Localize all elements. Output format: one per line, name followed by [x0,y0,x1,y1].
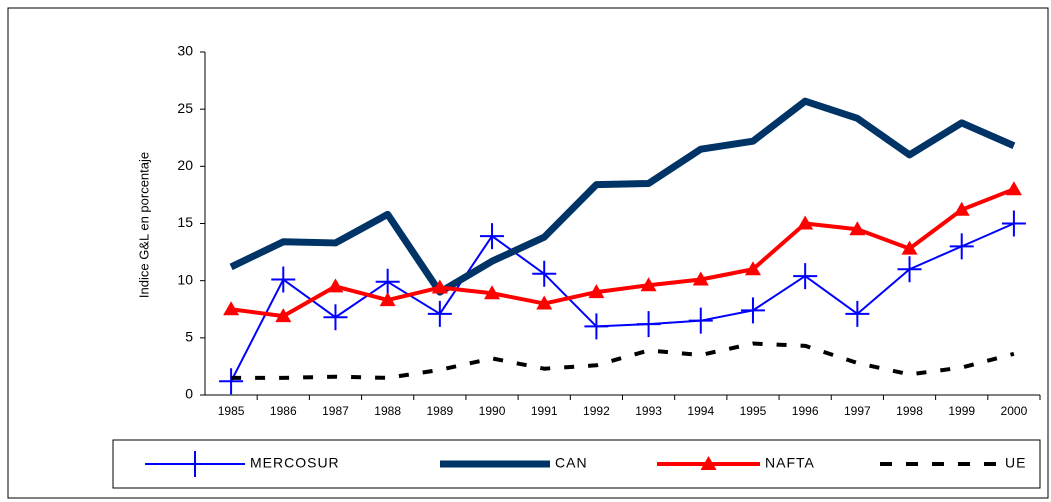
x-tick-label: 1996 [792,404,819,418]
x-tick-label: 1991 [531,404,558,418]
x-tick-label: 1988 [374,404,401,418]
point-marker [849,221,866,236]
point-marker [379,292,396,307]
point-marker [327,278,344,293]
y-tick-label: 20 [177,157,193,173]
legend-label: CAN [555,455,588,471]
y-tick-label: 0 [185,386,193,402]
point-marker [901,240,918,255]
x-tick-label: 1989 [426,404,453,418]
series-line [230,222,1015,382]
y-tick-label: 10 [177,271,193,287]
point-marker [700,456,717,470]
point-marker [740,297,765,324]
x-tick-label: 1999 [948,404,975,418]
point-marker [375,268,400,295]
y-tick-label: 15 [177,214,193,230]
point-marker [744,261,761,276]
point-marker [636,311,661,338]
legend-label: MERCOSUR [250,455,340,471]
x-tick-label: 2000 [1001,404,1028,418]
y-tick-label: 30 [177,43,193,59]
x-tick-label: 1994 [687,404,714,418]
point-marker [536,295,553,310]
point-marker [1001,210,1026,237]
x-tick-label: 1990 [479,404,506,418]
chart-border [7,7,1049,499]
y-tick-label: 5 [185,329,193,345]
point-marker [532,260,557,287]
point-marker [427,300,452,327]
point-marker [688,307,713,334]
x-tick-label: 1986 [270,404,297,418]
point-marker [223,301,240,316]
series-line [229,97,1016,296]
x-tick-label: 1997 [844,404,871,418]
point-marker [793,263,818,290]
point-marker [323,304,348,331]
series-line [230,187,1015,319]
x-tick-label: 1987 [322,404,349,418]
point-marker [588,284,605,299]
legend-label: NAFTA [765,455,815,471]
legend-label: UE [1005,455,1026,471]
point-marker [797,215,814,230]
point-marker [484,285,501,300]
point-marker [897,256,922,283]
point-marker [953,201,970,216]
point-marker [480,223,505,250]
point-marker [949,233,974,260]
x-tick-label: 1992 [583,404,610,418]
x-tick-label: 1995 [740,404,767,418]
point-marker [692,271,709,286]
x-tick-label: 1985 [218,404,245,418]
point-marker [584,313,609,340]
point-marker [183,451,207,477]
point-marker [1005,181,1022,196]
point-marker [845,300,870,327]
point-marker [219,368,244,395]
y-axis-label: Indice G&L en porcentaje [136,152,151,298]
y-tick-label: 25 [177,100,193,116]
x-tick-label: 1993 [635,404,662,418]
x-tick-label: 1998 [896,404,923,418]
point-marker [275,308,292,323]
point-marker [431,279,448,294]
point-marker [640,277,657,292]
point-marker [271,266,296,293]
